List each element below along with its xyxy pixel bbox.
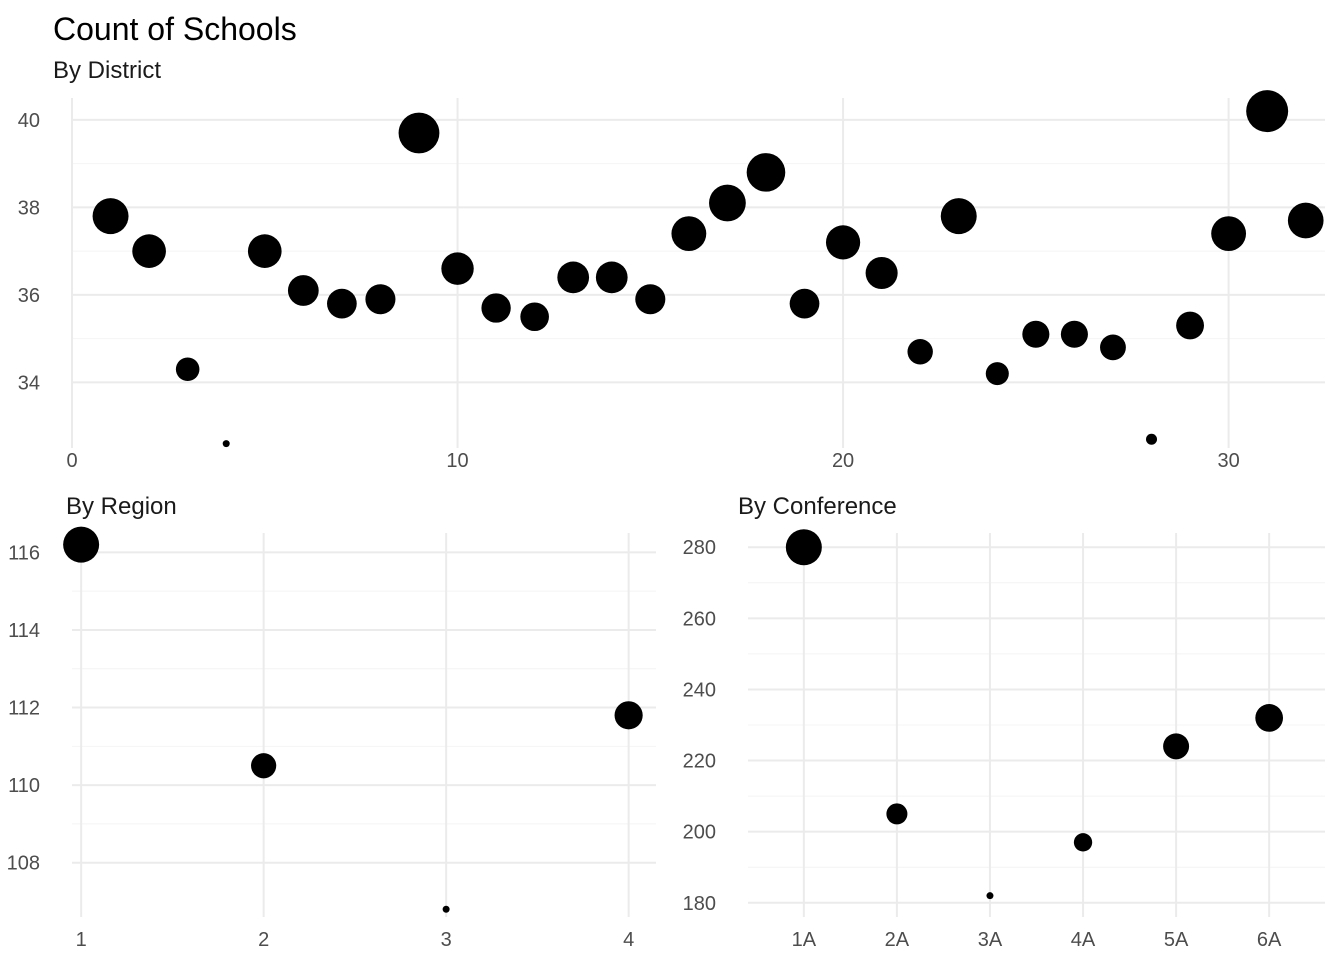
data-point — [1073, 833, 1093, 852]
panel-by-conference: By Conference 180 200 220 240 260 280 1A 2A 3A 4A 5… — [683, 493, 1325, 951]
data-point — [481, 293, 511, 323]
x-tick-label: 0 — [66, 450, 77, 472]
panel-subtitle: By District — [53, 57, 161, 84]
y-tick-label: 34 — [18, 372, 40, 394]
y-tick-label: 116 — [8, 542, 40, 564]
data-point — [398, 112, 440, 154]
y-tick-label: 112 — [8, 698, 40, 720]
data-point — [940, 198, 977, 235]
data-point — [222, 440, 230, 448]
y-tick-label: 36 — [18, 285, 40, 307]
y-tick-label: 38 — [18, 197, 40, 219]
x-tick-label: 2 — [258, 929, 269, 951]
data-point — [132, 234, 166, 268]
y-tick-label: 114 — [8, 620, 40, 642]
data-point — [614, 701, 643, 730]
x-tick-label: 6A — [1257, 929, 1282, 951]
data-point — [1163, 733, 1190, 760]
y-tick-label: 108 — [7, 853, 40, 875]
data-point — [557, 261, 590, 294]
data-point — [635, 284, 666, 315]
data-point — [785, 529, 822, 566]
data-point — [671, 216, 707, 252]
data-point — [1145, 433, 1158, 445]
panel-subtitle: By Region — [66, 493, 177, 520]
y-tick-label: 110 — [8, 775, 40, 797]
data-point — [441, 252, 474, 285]
data-point — [1100, 334, 1126, 361]
x-tick-label: 20 — [832, 450, 854, 472]
data-point — [865, 256, 898, 290]
data-point — [327, 288, 357, 319]
data-point — [746, 153, 786, 192]
data-point — [1022, 320, 1050, 348]
data-point — [985, 362, 1009, 386]
y-tick-label: 260 — [683, 608, 716, 630]
data-point — [886, 803, 908, 825]
x-tick-label: 10 — [446, 450, 468, 472]
data-point — [1287, 202, 1324, 239]
data-point — [520, 302, 549, 332]
data-point — [789, 288, 820, 319]
x-tick-label: 30 — [1217, 450, 1239, 472]
data-point — [709, 184, 746, 222]
x-tick-label: 2A — [885, 929, 910, 951]
data-point — [1060, 320, 1088, 348]
x-tick-label: 1 — [76, 929, 87, 951]
data-point — [1211, 216, 1247, 252]
data-point — [365, 284, 396, 315]
data-point — [92, 198, 129, 235]
y-tick-label: 220 — [683, 751, 716, 773]
data-point — [1176, 311, 1204, 340]
data-point — [63, 526, 100, 563]
chart-title: Count of Schools — [53, 11, 297, 47]
y-tick-label: 180 — [683, 893, 716, 915]
x-tick-label: 3A — [978, 929, 1003, 951]
data-point — [287, 275, 319, 306]
data-point — [825, 225, 861, 260]
x-tick-label: 5A — [1164, 929, 1189, 951]
panel-subtitle: By Conference — [738, 493, 897, 520]
y-tick-label: 40 — [18, 110, 40, 132]
x-tick-label: 1A — [792, 929, 817, 951]
data-point — [907, 339, 933, 365]
data-point — [1255, 704, 1284, 732]
panel-by-region: By Region 108 110 112 114 116 1 2 3 4 — [7, 493, 656, 951]
panel-by-district: By District 34 36 38 40 0 10 20 30 — [18, 57, 1325, 472]
data-point — [175, 357, 200, 382]
x-tick-label: 4 — [623, 929, 634, 951]
y-tick-label: 200 — [683, 822, 716, 844]
y-tick-label: 280 — [683, 537, 716, 559]
data-point — [442, 905, 450, 913]
x-tick-label: 4A — [1071, 929, 1096, 951]
x-tick-label: 3 — [441, 929, 452, 951]
data-point — [251, 753, 277, 779]
y-tick-label: 240 — [683, 679, 716, 701]
data-point — [247, 234, 282, 268]
data-point — [986, 892, 994, 900]
data-point — [595, 261, 628, 294]
data-point — [1246, 90, 1289, 133]
